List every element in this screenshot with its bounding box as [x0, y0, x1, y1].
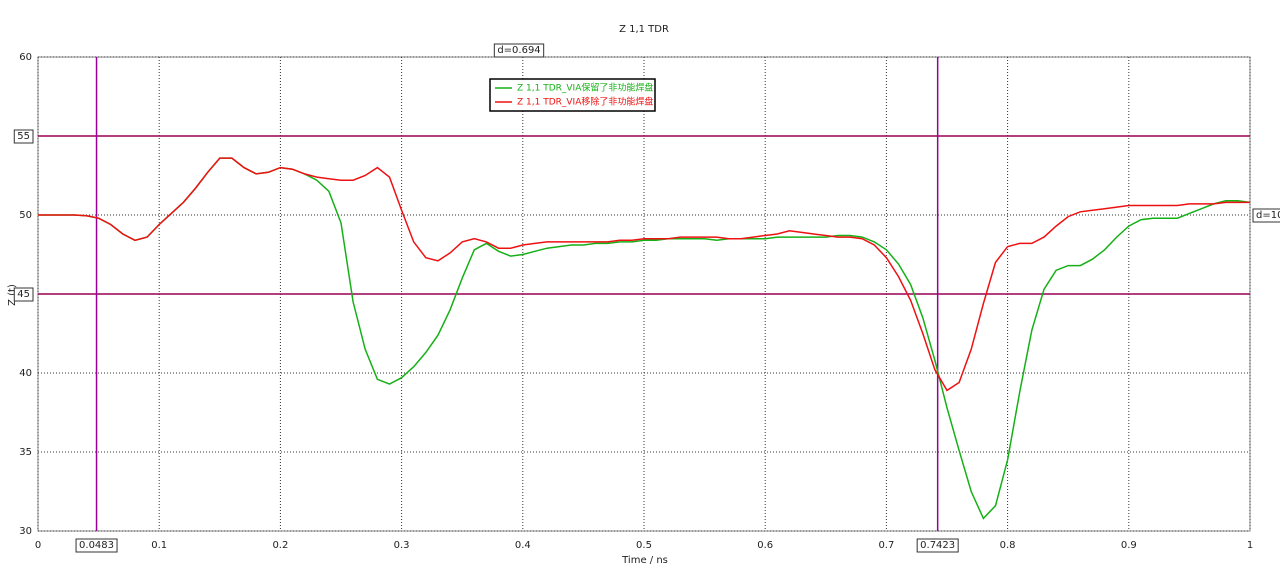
x-tick-label: 0.3: [394, 540, 410, 551]
legend-label: Z 1,1 TDR_VIA保留了非功能焊盘: [517, 82, 653, 94]
y-tick-label: 50: [19, 210, 32, 221]
marker-label: 0.0483: [79, 540, 114, 551]
marker-label-box: [75, 538, 118, 553]
x-tick-label: 0.5: [636, 540, 652, 551]
x-tick-label: 0.9: [1121, 540, 1137, 551]
marker-label: 55: [17, 131, 30, 142]
x-tick-label: 0.8: [1000, 540, 1016, 551]
x-axis-label: Time / ns: [621, 555, 668, 566]
marker-delta-box: [1252, 208, 1280, 223]
y-tick-label: 30: [19, 526, 32, 537]
marker-delta-box: [493, 43, 545, 58]
x-tick-label: 0.7: [878, 540, 894, 551]
marker-label: 45: [17, 289, 30, 300]
x-tick-label: 0.2: [272, 540, 288, 551]
series-line: [38, 157, 1250, 392]
y-tick-label: 40: [19, 368, 32, 379]
x-tick-label: 0.1: [151, 540, 167, 551]
marker-label-box: [916, 538, 959, 553]
marker-delta: d=10: [1256, 210, 1280, 221]
marker-label-box: [13, 287, 34, 302]
x-tick-label: 0.4: [515, 540, 531, 551]
y-tick-label: 60: [19, 52, 32, 63]
y-tick-label: 35: [19, 447, 32, 458]
x-tick-label: 1: [1247, 540, 1253, 551]
marker-delta: d=0.694: [497, 45, 540, 56]
legend: [489, 78, 656, 112]
y-axis-label: Z (t): [7, 284, 18, 306]
marker-label: 0.7423: [920, 540, 955, 551]
chart-title: Z 1,1 TDR: [619, 24, 669, 35]
series-line: [38, 157, 1251, 520]
marker-label-box: [13, 129, 34, 144]
legend-label: Z 1,1 TDR_VIA移除了非功能焊盘: [517, 96, 653, 108]
x-tick-label: 0: [35, 540, 41, 551]
x-tick-label: 0.6: [757, 540, 773, 551]
